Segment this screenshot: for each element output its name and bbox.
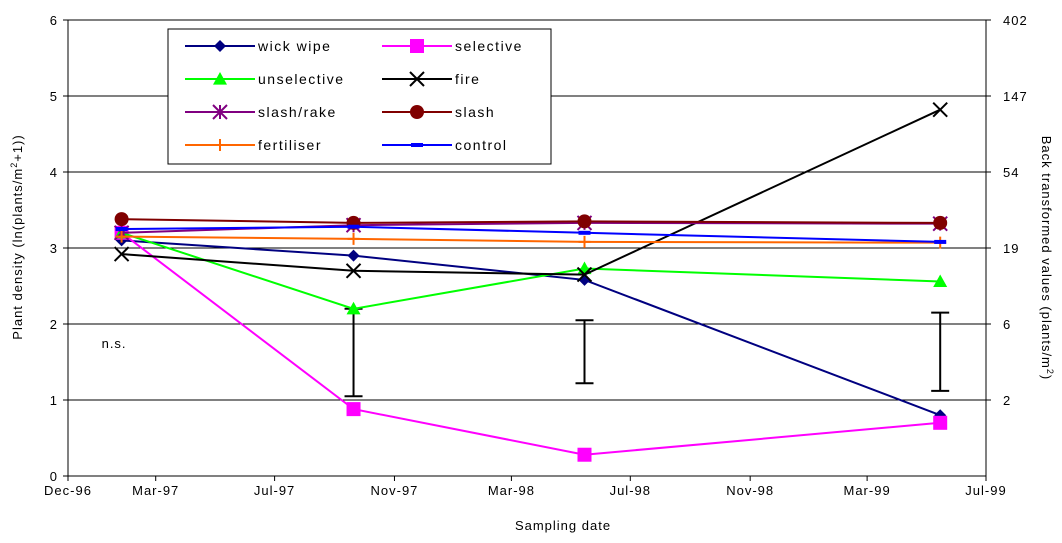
point-marker [213,72,227,85]
legend: wick wipe selective unselective fire slash/r… [167,28,552,165]
y-tick-label: 6 [50,13,58,28]
point-marker [214,139,226,151]
legend-label: fire [455,71,480,87]
legend-item: fire [382,71,480,87]
legend-label: control [455,137,508,153]
point-marker [347,232,360,245]
legend-label: slash/rake [258,104,337,120]
legend-box [167,28,552,165]
y2-axis-title: Back transformed values (plants/m2) [1039,136,1055,381]
point-marker [345,263,362,279]
point-marker [409,71,425,87]
y-axis-title: Plant density (ln(plants/m2+1)) [9,134,25,339]
series-fire [113,101,948,283]
legend-item: wick wipe [185,38,331,54]
legend-item: selective [382,38,523,54]
point-marker [577,214,592,229]
series-line [121,239,941,417]
y-axis-title-superscript: 2 [9,162,19,168]
point-marker [577,447,592,462]
x-tick-label: Nov-97 [371,483,419,498]
point-marker [115,227,128,231]
x-tick-label: Mar-98 [488,483,535,498]
y-tick-label: 3 [50,241,58,256]
series-line [121,225,941,243]
series-lines [113,101,948,462]
y2-axis-title-part: Back transformed values (plants/m [1039,136,1054,369]
x-tick-label: Mar-97 [132,483,179,498]
point-marker [214,40,226,52]
point-marker [212,104,228,120]
point-marker [113,246,130,262]
y2-tick-label: 19 [1003,241,1019,256]
series-line [121,108,941,276]
y2-tick-label: 402 [1003,13,1028,28]
point-marker [411,143,423,147]
point-marker [347,249,360,262]
point-marker [346,402,361,417]
point-marker [578,235,591,248]
x-tick-label: Dec-96 [44,483,92,498]
y2-tick-label: 2 [1003,393,1011,408]
annotation-ns: n.s. [102,336,127,351]
point-marker [933,415,948,430]
y2-tick-label: 147 [1003,89,1028,104]
series-line [121,235,941,244]
y-tick-label: 2 [50,317,58,332]
x-tick-label: Mar-99 [844,483,891,498]
series-selective [114,225,948,462]
series-control [115,224,947,244]
y-tick-label: 1 [50,393,58,408]
y-tick-label: 0 [50,469,58,484]
legend-label: wick wipe [257,38,331,54]
x-tick-label: Jul-98 [610,483,651,498]
legend-label: slash [455,104,495,120]
legend-item: slash/rake [185,104,337,120]
point-marker [576,266,593,283]
point-marker [578,230,591,235]
y2-tick-label: 6 [1003,317,1011,332]
y2-tick-label: 54 [1003,165,1019,180]
x-tick-label: Jul-97 [254,483,295,498]
x-axis-title: Sampling date [515,518,611,533]
legend-item: fertiliser [185,137,322,153]
series-line [120,232,941,456]
y-axis-title-part: +1)) [10,134,25,161]
point-marker [114,212,129,227]
point-marker [346,301,361,315]
point-marker [932,101,948,118]
legend-label: fertiliser [258,137,322,153]
y-axis-title-part: Plant density (ln(plants/m [10,168,25,340]
legend-item: control [382,137,508,153]
y-tick-label: 5 [50,89,58,104]
series-line [121,218,941,224]
point-marker [410,105,424,119]
y2-axis-title-part: ) [1039,375,1054,380]
series-line [121,231,941,310]
point-marker [933,274,948,288]
point-marker [347,224,360,229]
x-tick-label: Nov-98 [726,483,774,498]
point-marker [933,215,948,230]
point-marker [410,39,424,53]
axis-ticks: 0 1 2 3 4 5 6 2 6 19 54 147 402 Dec-96 Mar-97 Jul-97 Nov… [44,13,1028,498]
error-bars [344,307,950,398]
y-tick-label: 4 [50,165,58,180]
x-tick-label: Jul-99 [965,483,1006,498]
y2-axis-title-superscript: 2 [1045,369,1055,375]
legend-label: selective [455,38,523,54]
point-marker [115,230,128,243]
legend-item: unselective [185,71,345,87]
legend-item: slash [382,104,495,120]
legend-label: unselective [258,71,345,87]
series-line [121,221,941,234]
point-marker [934,239,947,244]
